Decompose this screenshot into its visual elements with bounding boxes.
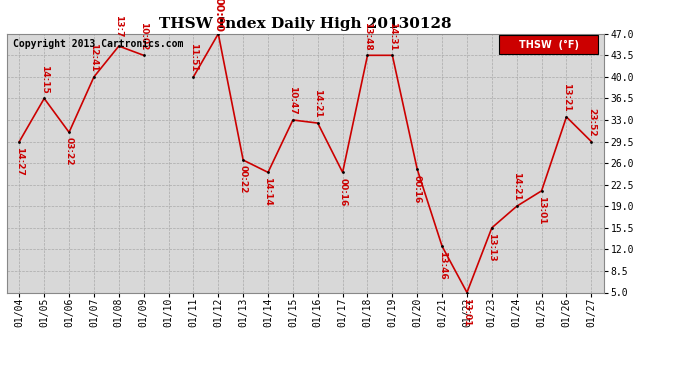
Text: 03:22: 03:22 [65, 138, 74, 166]
Text: 12:41: 12:41 [90, 43, 99, 72]
Text: 11:51: 11:51 [189, 43, 198, 72]
Text: 00:16: 00:16 [413, 174, 422, 203]
Bar [500, 35, 598, 54]
Text: 10:47: 10:47 [288, 86, 297, 115]
Title: THSW Index Daily High 20130128: THSW Index Daily High 20130128 [159, 17, 452, 31]
Text: 14:21: 14:21 [512, 172, 521, 201]
Text: 13:21: 13:21 [562, 83, 571, 112]
Text: 14:31: 14:31 [388, 21, 397, 50]
Text: 14:14: 14:14 [264, 177, 273, 206]
Text: 13:01: 13:01 [537, 196, 546, 225]
Text: 00:16: 00:16 [338, 178, 347, 206]
Text: 14:15: 14:15 [40, 64, 49, 93]
Text: 13:7: 13:7 [115, 15, 124, 38]
Text: 00:22: 00:22 [239, 165, 248, 194]
Text: 14:27: 14:27 [14, 147, 24, 176]
Text: 14:21: 14:21 [313, 89, 322, 118]
Text: 00:00: 00:00 [213, 0, 224, 32]
Text: THSW  (°F): THSW (°F) [519, 40, 578, 50]
Text: Copyright 2013 Cartronics.com: Copyright 2013 Cartronics.com [13, 39, 184, 49]
Text: 23:52: 23:52 [586, 108, 596, 136]
Text: 13:13: 13:13 [487, 233, 496, 261]
Text: 13:48: 13:48 [363, 21, 372, 50]
Text: 13:46: 13:46 [437, 251, 446, 280]
Text: 10:02: 10:02 [139, 22, 148, 50]
Text: 13:01: 13:01 [462, 298, 471, 326]
